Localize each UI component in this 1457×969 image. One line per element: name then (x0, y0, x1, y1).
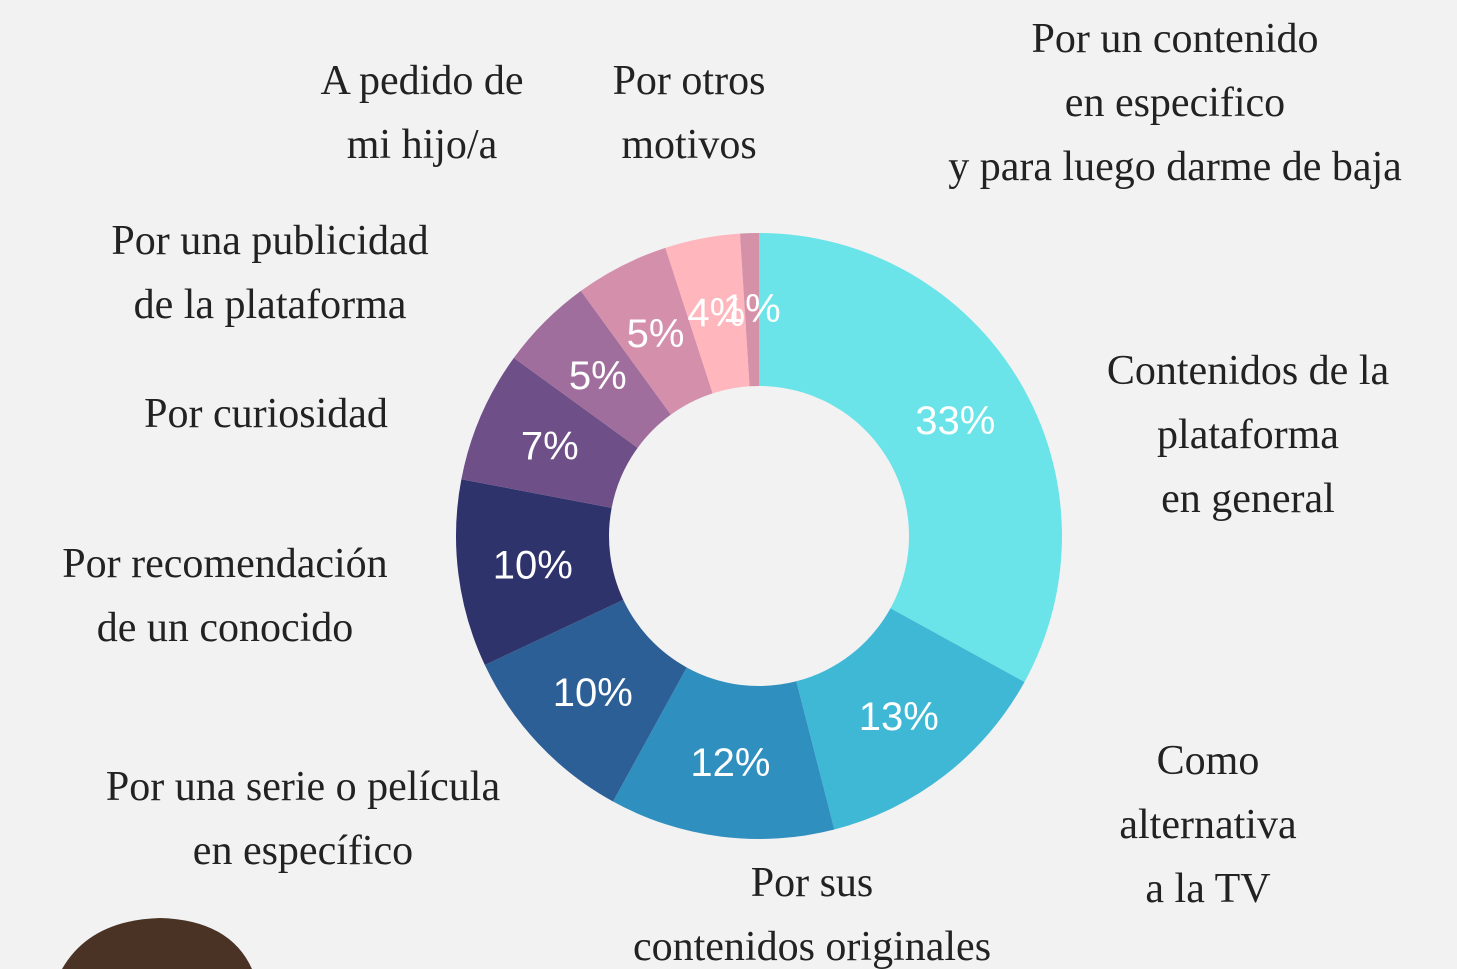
value-label: 1% (723, 287, 781, 331)
value-label: 13% (859, 695, 939, 739)
chart: 33%13%12%10%10%7%5%5%4%1%Contenidos de l… (0, 0, 1457, 969)
value-label: 10% (553, 671, 633, 715)
value-label: 5% (627, 312, 685, 356)
value-label: 5% (569, 354, 627, 398)
value-label: 12% (690, 741, 770, 785)
category-label: Por curiosidad (144, 391, 388, 437)
value-label: 7% (521, 424, 579, 468)
value-label: 33% (915, 399, 995, 443)
value-label: 10% (493, 544, 573, 588)
